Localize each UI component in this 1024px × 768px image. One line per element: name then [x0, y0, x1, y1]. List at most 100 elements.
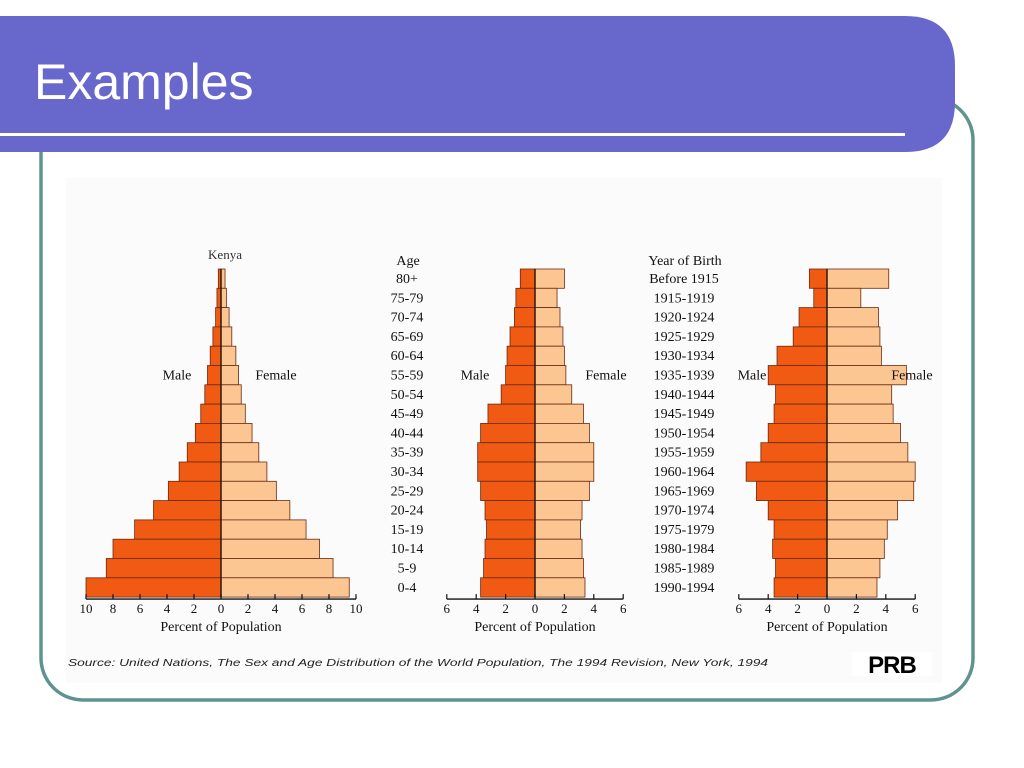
age-group-label: 50-54 — [391, 388, 424, 403]
prb-logo-box — [852, 652, 932, 676]
age-group-label: 5-9 — [398, 562, 417, 577]
male-bar — [813, 287, 828, 308]
x-tick-label: 6 — [444, 601, 451, 616]
birth-year-label: 1980-1984 — [654, 542, 715, 557]
male-bar — [480, 577, 536, 598]
x-tick-label: 2 — [561, 601, 568, 616]
x-tick-label: 8 — [326, 601, 333, 616]
male-bar — [112, 538, 222, 559]
x-tick-label: 4 — [272, 601, 279, 616]
birth-year-label: 1970-1974 — [654, 504, 715, 519]
female-bar — [826, 422, 901, 444]
age-header: Age — [396, 254, 419, 269]
age-group-label: 70-74 — [391, 311, 424, 326]
female-bar — [220, 500, 291, 521]
male-bar — [773, 519, 828, 540]
male-bar — [204, 384, 222, 405]
x-tick-label: 0 — [532, 601, 539, 616]
x-tick-label: 0 — [824, 601, 831, 616]
male-bar — [515, 287, 536, 308]
female-label: Female — [255, 369, 296, 384]
male-bar — [105, 558, 222, 579]
birth-year-label-column: Before 1915 1915-1919 1920-1924 1925-1929 19… — [649, 272, 719, 596]
female-bar — [220, 384, 242, 405]
x-tick-label: 4 — [591, 601, 598, 616]
male-bar — [178, 461, 222, 482]
age-group-label: 10-14 — [391, 542, 424, 557]
x-tick-label: 10 — [350, 601, 363, 616]
age-group-label: 45-49 — [391, 407, 424, 422]
birth-year-label: Before 1915 — [649, 272, 719, 287]
male-bar — [505, 365, 536, 386]
male-bar — [484, 538, 536, 559]
birth-year-label: 1935-1939 — [654, 369, 715, 384]
male-bar — [509, 326, 536, 347]
male-bar — [776, 345, 828, 366]
kenya-label: Kenya — [208, 247, 242, 262]
male-bar — [194, 422, 222, 444]
male-bar — [200, 403, 222, 424]
male-bar — [186, 442, 222, 463]
x-tick-label: 2 — [794, 601, 801, 616]
female-bar — [534, 287, 558, 308]
female-bar — [220, 287, 227, 308]
birth-year-label: 1930-1934 — [654, 349, 715, 364]
male-bar — [792, 326, 828, 347]
age-group-label: 20-24 — [391, 504, 424, 519]
male-bar — [85, 577, 222, 598]
age-group-label: 30-34 — [391, 465, 424, 480]
female-bar — [826, 384, 893, 405]
female-bar — [220, 519, 307, 540]
male-bar — [773, 403, 828, 424]
age-group-label: 40-44 — [391, 426, 424, 441]
age-group-label: 55-59 — [391, 369, 424, 384]
female-bar — [534, 461, 595, 482]
x-tick-label: 6 — [912, 601, 919, 616]
female-label: Female — [585, 369, 626, 384]
female-bar — [534, 403, 584, 424]
male-bar — [480, 422, 536, 444]
female-bar — [534, 384, 573, 405]
birth-year-label: 1960-1964 — [654, 465, 715, 480]
male-bar — [775, 558, 828, 579]
female-bar — [534, 519, 581, 540]
birth-year-label: 1955-1959 — [654, 446, 715, 461]
male-bar — [775, 384, 828, 405]
x-tick-label: 8 — [110, 601, 117, 616]
female-bar — [534, 268, 565, 289]
male-bar — [767, 500, 828, 521]
x-axis-label: Percent of Population — [766, 620, 887, 635]
age-group-label: 25-29 — [391, 484, 424, 499]
age-group-label: 0-4 — [398, 581, 417, 596]
male-bar — [773, 577, 828, 598]
female-bar — [534, 577, 586, 598]
female-bar — [534, 307, 561, 328]
age-group-label: 75-79 — [391, 291, 424, 306]
age-group-label: 15-19 — [391, 523, 424, 538]
x-tick-label: 6 — [137, 601, 144, 616]
female-bar — [220, 442, 260, 463]
male-bar — [477, 461, 536, 482]
female-bar — [220, 365, 239, 386]
male-bar — [477, 442, 536, 463]
male-bar — [486, 519, 536, 540]
male-bar — [519, 268, 536, 289]
female-bar — [220, 577, 350, 598]
male-bar — [767, 365, 828, 386]
x-tick-label: 4 — [473, 601, 480, 616]
birth-year-label: 1915-1919 — [654, 291, 715, 306]
female-label: Female — [891, 369, 932, 384]
x-tick-label: 4 — [883, 601, 890, 616]
x-tick-label: 10 — [80, 601, 93, 616]
title-rule — [0, 133, 905, 136]
slide-title: Examples — [34, 54, 254, 110]
male-bar — [760, 442, 828, 463]
age-group-label: 80+ — [396, 272, 418, 287]
age-group-label: 60-64 — [391, 349, 424, 364]
male-bar — [167, 480, 222, 501]
birth-year-label: 1950-1954 — [654, 426, 715, 441]
title-bar — [0, 16, 955, 152]
female-bar — [534, 500, 583, 521]
right-pyramid: 6 4 2 0 2 4 6 Percent of Population Male Female — [736, 268, 933, 635]
